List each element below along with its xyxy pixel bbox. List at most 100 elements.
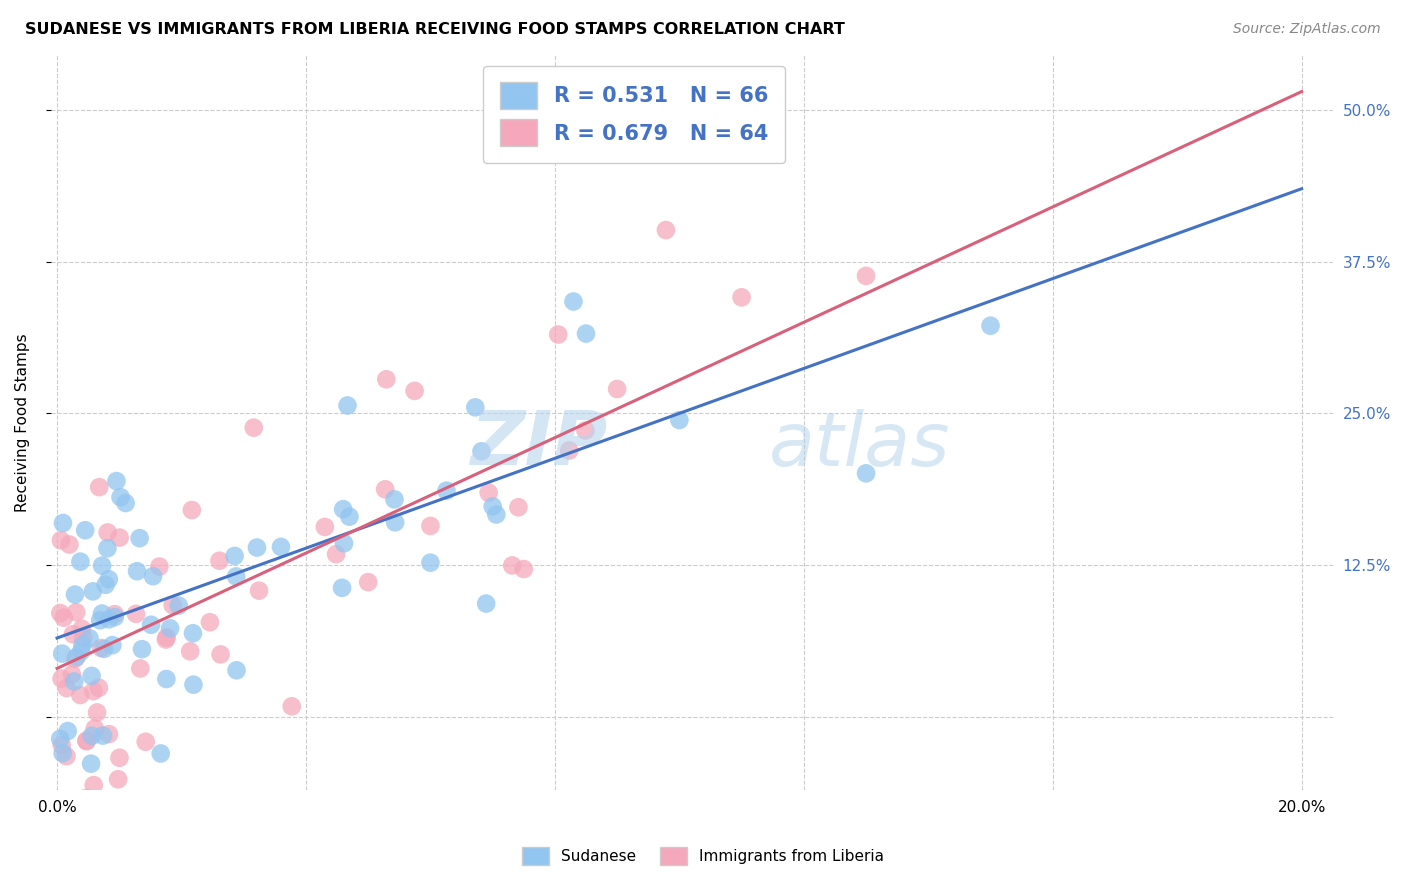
Point: [156, 631, 179, 645]
Point: [855, 467, 877, 481]
Point: [105, 474, 128, 488]
Point: [94, 578, 117, 592]
Point: [270, 540, 292, 554]
Point: [52, 746, 75, 760]
Text: ZIP: ZIP: [471, 408, 609, 481]
Point: [419, 519, 441, 533]
Point: [52, 610, 75, 624]
Point: [104, 607, 127, 621]
Point: [93, 641, 115, 656]
Point: [246, 541, 269, 555]
Point: [575, 326, 598, 341]
Point: [485, 508, 508, 522]
Point: [384, 492, 406, 507]
Point: [198, 615, 221, 630]
Legend: R = 0.531   N = 66, R = 0.679   N = 64: R = 0.531 N = 66, R = 0.679 N = 64: [484, 65, 785, 163]
Point: [87, 681, 110, 695]
Legend: Sudanese, Immigrants from Liberia: Sudanese, Immigrants from Liberia: [516, 841, 890, 871]
Point: [224, 549, 246, 563]
Point: [83, 722, 105, 736]
Point: [149, 747, 172, 761]
Point: [96, 541, 118, 556]
Point: [75, 733, 97, 747]
Point: [155, 632, 177, 647]
Point: [655, 223, 678, 237]
Point: [513, 562, 536, 576]
Point: [478, 485, 501, 500]
Point: [325, 547, 347, 561]
Point: [183, 678, 205, 692]
Point: [104, 610, 127, 624]
Point: [131, 642, 153, 657]
Point: [60, 667, 83, 681]
Point: [63, 674, 86, 689]
Point: [979, 318, 1001, 333]
Point: [314, 520, 336, 534]
Point: [79, 632, 101, 646]
Point: [101, 638, 124, 652]
Point: [162, 598, 184, 612]
Point: [107, 772, 129, 787]
Point: [384, 516, 406, 530]
Point: [72, 631, 94, 645]
Point: [181, 626, 204, 640]
Y-axis label: Receiving Food Stamps: Receiving Food Stamps: [15, 334, 30, 512]
Point: [148, 559, 170, 574]
Point: [110, 490, 132, 504]
Point: [159, 621, 181, 635]
Point: [55, 749, 77, 764]
Point: [125, 607, 148, 621]
Point: [69, 688, 91, 702]
Point: [730, 290, 752, 304]
Point: [58, 537, 80, 551]
Point: [98, 612, 121, 626]
Point: [419, 556, 441, 570]
Point: [128, 531, 150, 545]
Point: [336, 399, 359, 413]
Point: [375, 372, 398, 386]
Point: [91, 729, 114, 743]
Point: [62, 627, 84, 641]
Point: [330, 581, 353, 595]
Point: [558, 443, 581, 458]
Text: Source: ZipAtlas.com: Source: ZipAtlas.com: [1233, 22, 1381, 37]
Point: [97, 572, 120, 586]
Point: [89, 480, 111, 494]
Point: [225, 663, 247, 677]
Point: [281, 699, 304, 714]
Point: [91, 607, 114, 621]
Point: [606, 382, 628, 396]
Point: [574, 424, 596, 438]
Point: [76, 734, 98, 748]
Point: [225, 569, 247, 583]
Point: [65, 605, 87, 619]
Point: [436, 483, 458, 498]
Point: [125, 564, 148, 578]
Point: [332, 502, 354, 516]
Point: [56, 724, 79, 739]
Point: [70, 644, 93, 658]
Point: [333, 536, 356, 550]
Point: [135, 735, 157, 749]
Point: [51, 738, 73, 752]
Point: [475, 597, 498, 611]
Point: [547, 327, 569, 342]
Point: [82, 684, 104, 698]
Point: [80, 729, 103, 743]
Point: [52, 516, 75, 530]
Point: [49, 731, 72, 746]
Point: [75, 523, 97, 537]
Point: [247, 583, 270, 598]
Point: [180, 503, 202, 517]
Point: [470, 444, 492, 458]
Point: [129, 661, 152, 675]
Point: [508, 500, 530, 515]
Point: [155, 672, 177, 686]
Point: [481, 500, 503, 514]
Point: [339, 509, 361, 524]
Point: [63, 588, 86, 602]
Point: [83, 778, 105, 792]
Point: [855, 268, 877, 283]
Point: [72, 638, 94, 652]
Point: [374, 483, 396, 497]
